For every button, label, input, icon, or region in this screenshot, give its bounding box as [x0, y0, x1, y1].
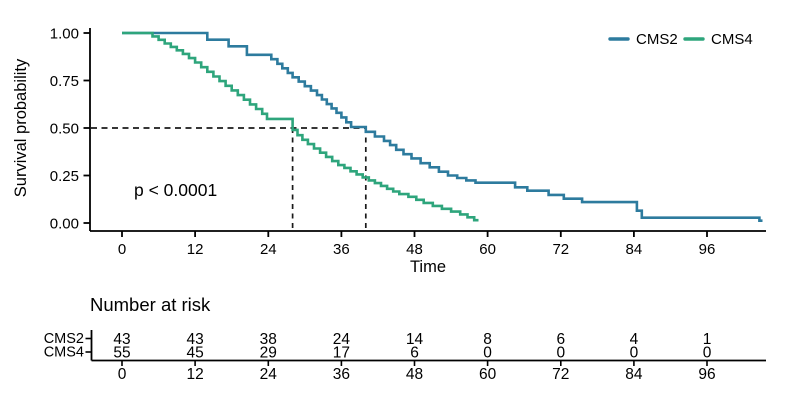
risk-x-tick-label: 36	[333, 366, 350, 383]
risk-count-cms2: 24	[333, 331, 351, 348]
risk-count-cms2: 43	[186, 331, 203, 348]
x-tick-label: 96	[699, 241, 716, 258]
km-curve-cms2	[122, 31, 763, 222]
survival-curves-group	[122, 31, 763, 222]
x-tick-label: 24	[260, 241, 277, 258]
risk-row-label-cms4: CMS4	[44, 345, 84, 361]
legend-group: CMS2 CMS4	[608, 31, 753, 48]
risk-x-tick-label: 60	[479, 366, 497, 383]
risk-count-cms4: 6	[410, 345, 419, 362]
risk-count-cms4: 0	[483, 345, 492, 362]
risk-count-cms4: 17	[333, 345, 350, 362]
p-value-annotation: p < 0.0001	[134, 180, 217, 200]
risk-x-tick-label: 0	[118, 366, 127, 383]
risk-table-title: Number at risk	[90, 294, 211, 315]
legend-label-cms2: CMS2	[636, 31, 678, 48]
x-ticks-group: 0 12 24 36 48 60 72 84 96	[118, 231, 716, 258]
median-dashed-lines-group	[91, 127, 367, 231]
risk-x-tick-label: 84	[625, 366, 643, 383]
risk-row-label-cms2: CMS2	[44, 331, 84, 347]
y-axis-title: Survival probability	[12, 58, 30, 197]
risk-count-cms4: 55	[113, 345, 130, 362]
y-ticks-group: 1.00 0.75 0.50 0.25 0.00	[50, 26, 90, 233]
risk-count-cms4: 0	[556, 345, 565, 362]
risk-count-cms2: 38	[260, 331, 277, 348]
y-tick-label: 1.00	[50, 26, 79, 43]
x-tick-label: 72	[552, 241, 569, 258]
risk-x-tick-label: 24	[260, 366, 278, 383]
y-tick-label: 0.25	[50, 168, 79, 185]
x-tick-label: 84	[626, 241, 643, 258]
x-tick-label: 36	[333, 241, 350, 258]
risk-count-cms4: 29	[260, 345, 277, 362]
x-tick-label: 0	[118, 241, 126, 258]
x-tick-label: 60	[479, 241, 496, 258]
x-tick-label: 48	[406, 241, 423, 258]
risk-x-tick-label: 48	[406, 366, 423, 383]
risk-count-cms4: 0	[630, 345, 639, 362]
risk-x-tick-label: 12	[186, 366, 203, 383]
risk-count-cms2: 4	[630, 331, 639, 348]
x-tick-label: 12	[187, 241, 204, 258]
y-tick-label: 0.50	[50, 121, 79, 138]
risk-count-cms4: 45	[186, 345, 203, 362]
risk-count-cms2: 14	[406, 331, 424, 348]
km-curve-cms4	[122, 31, 479, 222]
risk-count-cms2: 8	[483, 331, 492, 348]
legend-label-cms4: CMS4	[711, 31, 753, 48]
risk-count-cms2: 1	[703, 331, 712, 348]
risk-x-tick-label: 72	[552, 366, 569, 383]
x-axis-title: Time	[410, 258, 446, 276]
risk-x-tick-label: 96	[698, 366, 715, 383]
risk-count-cms2: 6	[556, 331, 565, 348]
risk-count-cms4: 0	[703, 345, 712, 362]
risk-count-cms2: 43	[113, 331, 130, 348]
y-tick-label: 0.75	[50, 73, 79, 90]
y-tick-label: 0.00	[50, 216, 79, 233]
